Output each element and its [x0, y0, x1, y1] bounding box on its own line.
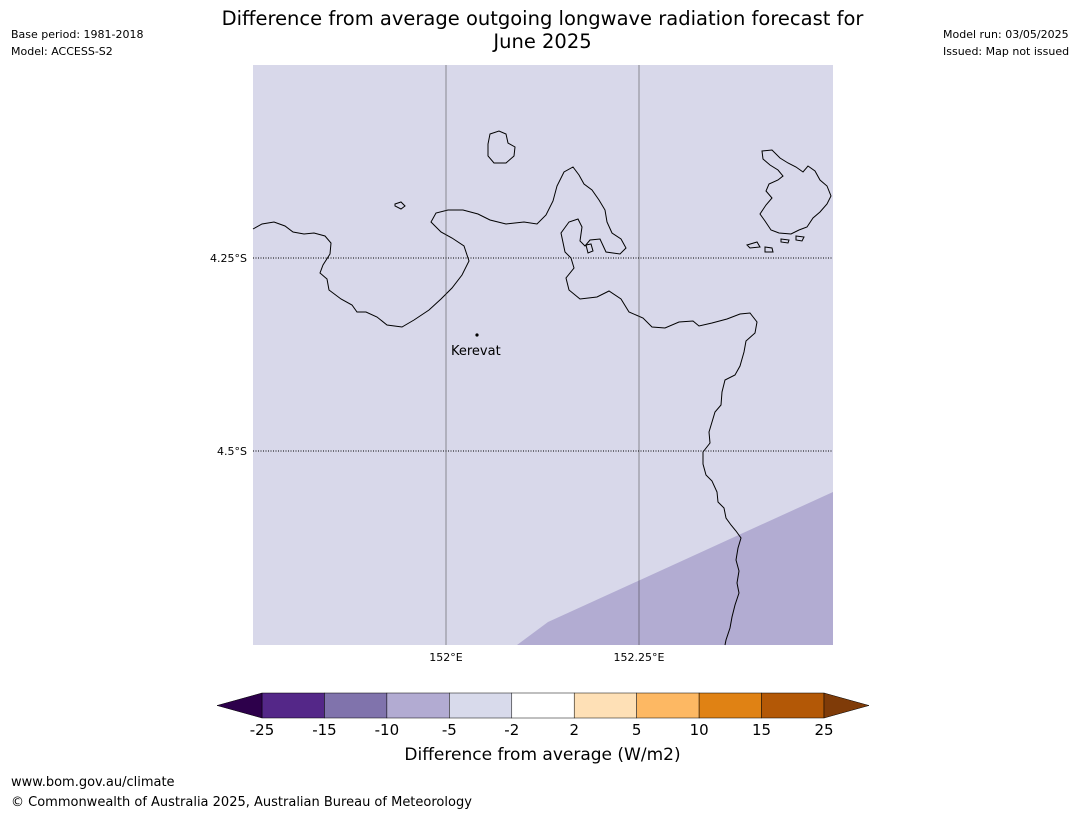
colorbar-segment [698, 692, 762, 719]
anomaly-region [517, 492, 833, 645]
colorbar-segment [261, 692, 325, 719]
island-northeast-islet [746, 235, 805, 253]
title-line-2: June 2025 [493, 30, 592, 53]
lat-label-4-5: 4.5°S [217, 445, 247, 458]
meta-left: Base period: 1981-2018 Model: ACCESS-S2 [11, 26, 143, 60]
colorbar-tick-labels: -25 -15 -10 -5 -2 2 5 10 15 25 [250, 721, 834, 739]
model-text: Model: ACCESS-S2 [11, 45, 113, 58]
issued-text: Issued: Map not issued [943, 45, 1070, 58]
footer-copyright: © Commonwealth of Australia 2025, Austra… [11, 795, 472, 810]
colorbar-segment [573, 692, 637, 719]
colorbar-tick-label: -2 [504, 721, 519, 739]
chart-title: Difference from average outgoing longwav… [0, 7, 1085, 53]
colorbar-tick-label: -5 [442, 721, 457, 739]
island-north [487, 130, 516, 164]
colorbar-tick-label: 25 [814, 721, 833, 739]
model-run-text: Model run: 03/05/2025 [943, 28, 1069, 41]
lon-label-152: 152°E [429, 651, 462, 664]
island-islet-small [585, 243, 594, 254]
colorbar-tick-label: 10 [690, 721, 709, 739]
title-line-1: Difference from average outgoing longwav… [221, 7, 864, 30]
coastline [252, 166, 758, 646]
colorbar-under-arrow [216, 692, 263, 719]
colorbar-tick-label: -10 [375, 721, 400, 739]
colorbar-tick-label: 2 [569, 721, 579, 739]
colorbar-segment [636, 692, 700, 719]
colorbar-tick-label: -25 [250, 721, 275, 739]
colorbar-segment [324, 692, 388, 719]
lon-label-152-25: 152.25°E [614, 651, 665, 664]
kerevat-marker [475, 333, 479, 337]
base-period-text: Base period: 1981-2018 [11, 28, 144, 41]
colorbar-segment [761, 692, 825, 719]
kerevat-label: Kerevat [451, 344, 501, 359]
island-northeast [759, 149, 832, 235]
island-west-islet [394, 201, 406, 210]
colorbar-segments [261, 692, 825, 719]
colorbar-tick-label: 5 [632, 721, 642, 739]
forecast-map: Kerevat 4.25°S 4.5°S 152°E 152.25°E [210, 65, 833, 664]
footer-url: www.bom.gov.au/climate [11, 775, 175, 790]
colorbar-label: Difference from average (W/m2) [404, 745, 681, 765]
colorbar-segment [386, 692, 450, 719]
colorbar: -25 -15 -10 -5 -2 2 5 10 15 25 [216, 692, 870, 739]
colorbar-tick-label: -15 [312, 721, 337, 739]
colorbar-segment [511, 692, 575, 719]
colorbar-over-arrow [823, 692, 870, 719]
lat-label-4-25: 4.25°S [210, 252, 247, 265]
meta-right: Model run: 03/05/2025 Issued: Map not is… [943, 26, 1069, 60]
colorbar-tick-label: 15 [752, 721, 771, 739]
colorbar-segment [449, 692, 513, 719]
